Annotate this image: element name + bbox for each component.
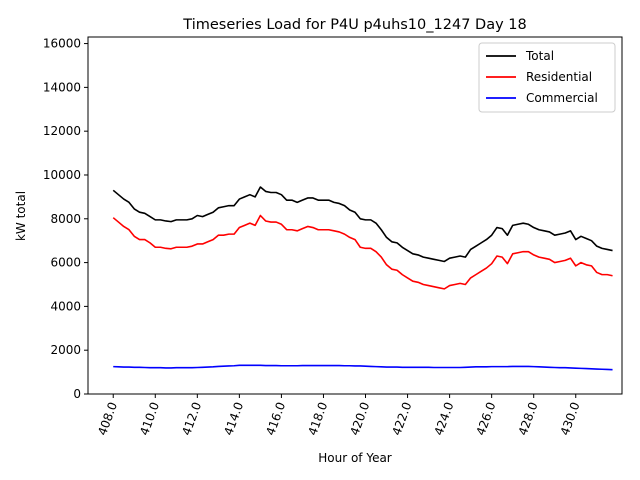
axes-frame xyxy=(87,36,623,395)
x-tick-label: 422.0 xyxy=(389,400,414,437)
y-tick-label: 14000 xyxy=(43,80,81,94)
series-line-commercial xyxy=(113,364,613,371)
x-tick-label: 426.0 xyxy=(474,400,499,437)
legend-box xyxy=(478,42,616,113)
series-line-residential xyxy=(112,214,613,290)
x-tick-label: 412.0 xyxy=(179,400,204,437)
plot-area: 408.0 410.0 412.0 414.0 416.0 418.0 420.0 422.0… xyxy=(43,36,623,437)
legend-label-residential: Residential xyxy=(526,70,592,84)
legend-label-total: Total xyxy=(525,49,554,63)
legend-label-commercial: Commercial xyxy=(526,91,598,105)
y-tick-label: 12000 xyxy=(43,124,81,138)
x-tick-label: 428.0 xyxy=(516,400,541,437)
x-tick-label: 424.0 xyxy=(432,400,457,437)
y-tick-label: 8000 xyxy=(50,212,81,226)
x-tick-label: 430.0 xyxy=(558,400,583,437)
chart-title: Timeseries Load for P4U p4uhs10_1247 Day… xyxy=(182,17,526,33)
x-tick-label: 416.0 xyxy=(263,400,288,437)
x-tick-label: 418.0 xyxy=(305,400,330,437)
x-tick-label: 414.0 xyxy=(221,400,246,437)
y-tick-label: 0 xyxy=(73,387,81,401)
y-tick-label: 6000 xyxy=(50,256,81,270)
x-tick-label: 408.0 xyxy=(95,400,120,437)
x-tick-label: 420.0 xyxy=(347,400,372,437)
y-tick-label: 4000 xyxy=(50,299,81,313)
legend: Total Residential Commercial xyxy=(478,42,616,113)
y-tick-label: 16000 xyxy=(43,37,81,51)
y-axis-label: kW total xyxy=(14,191,28,241)
x-axis-label: Hour of Year xyxy=(318,451,392,465)
series-line-total xyxy=(112,186,613,263)
x-tick-label: 410.0 xyxy=(137,400,162,437)
y-tick-label: 2000 xyxy=(50,343,81,357)
y-tick-label: 10000 xyxy=(43,168,81,182)
